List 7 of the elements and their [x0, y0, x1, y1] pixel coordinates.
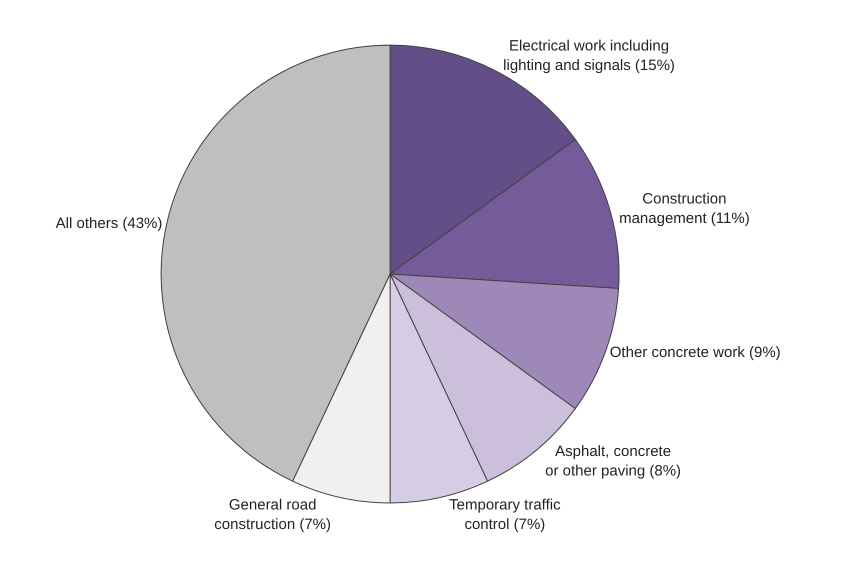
slice-label: All others (43%) — [56, 215, 162, 232]
slice-label: Other concrete work (9%) — [610, 344, 781, 362]
slice-label: Asphalt, concrete or other paving (8%) — [545, 443, 682, 480]
slice-label: Electrical work including lighting and signals (15%) — [503, 37, 675, 74]
slice-label: Temporary traffic control (7%) — [449, 496, 562, 534]
slice-label: Construction management (11%) — [619, 190, 750, 227]
slice-label: General road construction (7%) — [214, 496, 332, 534]
